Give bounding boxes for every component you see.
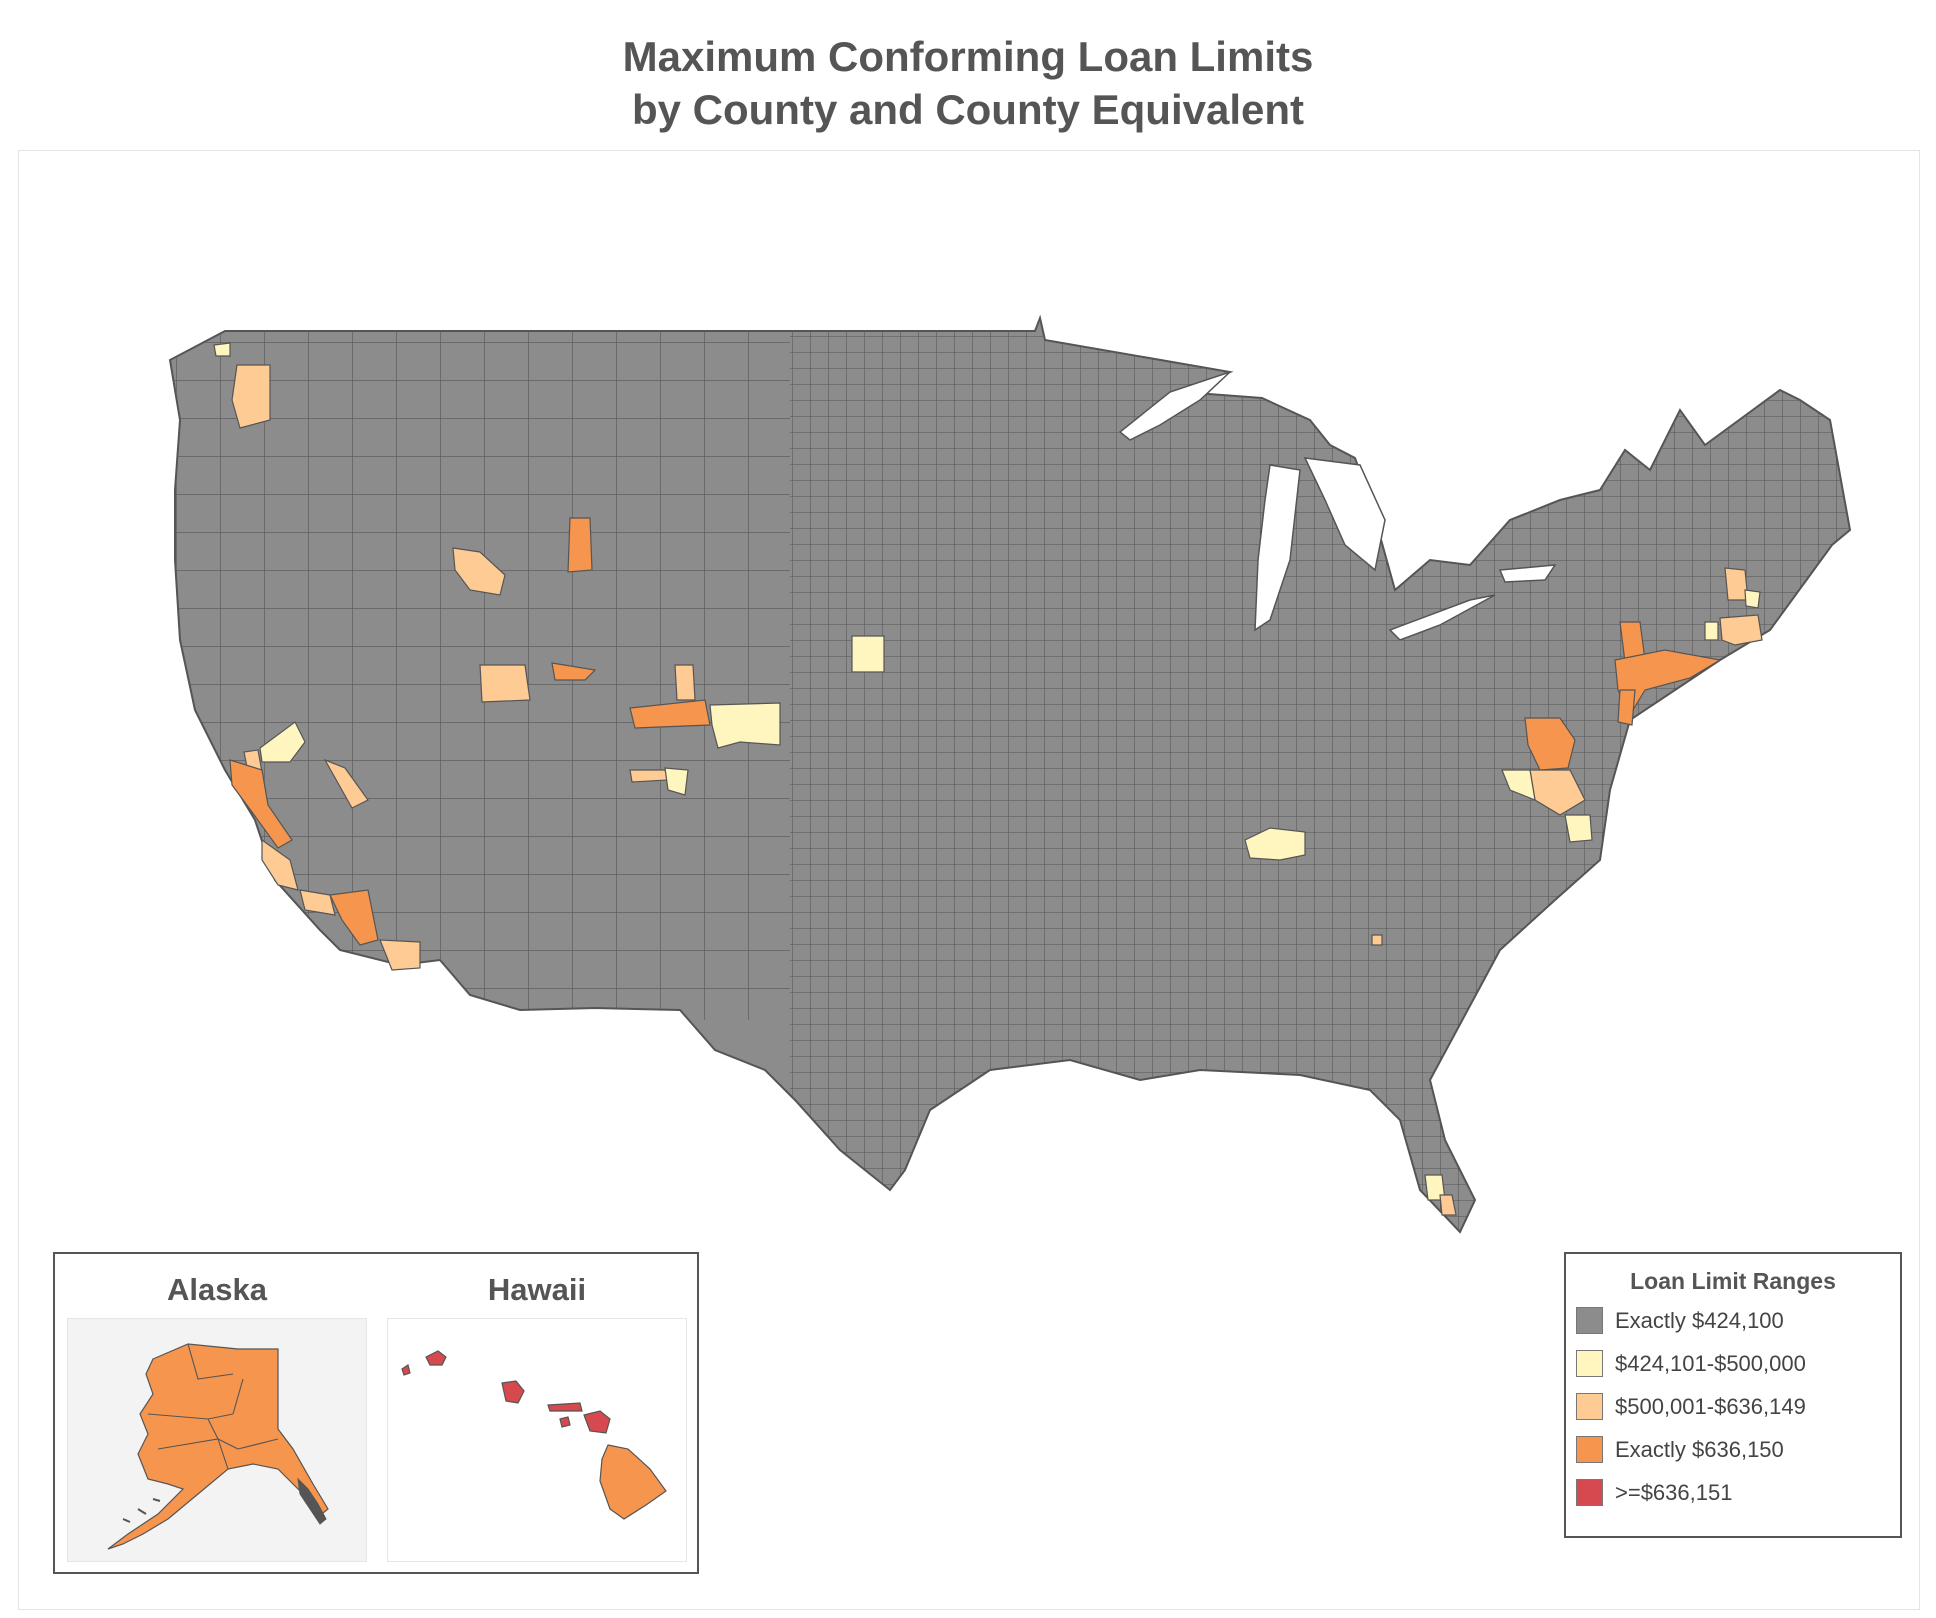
inset-panel-box: Alaska Hawaii [53, 1252, 699, 1574]
alaska-shape [107, 1343, 329, 1550]
legend-swatch [1576, 1350, 1603, 1377]
alaska-panhandle [297, 1477, 327, 1525]
alaska-islands [122, 1498, 161, 1523]
legend-item: >=$636,151 [1576, 1471, 1896, 1514]
legend-swatch [1576, 1307, 1603, 1334]
alaska-inset-map [67, 1318, 367, 1562]
alaska-borough-lines [147, 1343, 279, 1470]
map-frame [18, 150, 1920, 1610]
big-island-hawaii [599, 1444, 667, 1520]
molokai-island [547, 1402, 583, 1412]
legend-label: $500,001-$636,149 [1615, 1393, 1806, 1419]
hawaii-inset-title: Hawaii [487, 1272, 587, 1307]
legend-item: $424,101-$500,000 [1576, 1342, 1896, 1385]
legend-item: $500,001-$636,149 [1576, 1385, 1896, 1428]
legend-swatch [1576, 1436, 1603, 1463]
alaska-inset-title: Alaska [167, 1272, 267, 1307]
legend-item: Exactly $636,150 [1576, 1428, 1896, 1471]
lanai-island [559, 1416, 571, 1428]
niihau-island [401, 1364, 411, 1376]
legend-swatch [1576, 1393, 1603, 1420]
chart-title-line-1: Maximum Conforming Loan Limits [622, 33, 1314, 80]
oahu-island [501, 1380, 525, 1404]
legend-swatch [1576, 1479, 1603, 1506]
kauai-island [425, 1350, 447, 1366]
legend-label: Exactly $636,150 [1615, 1436, 1784, 1462]
legend: Loan Limit Ranges Exactly $424,100 $424,… [1564, 1252, 1902, 1538]
legend-label: >=$636,151 [1615, 1479, 1733, 1505]
legend-title: Loan Limit Ranges [1630, 1268, 1836, 1294]
chart-title-line-2: by County and County Equivalent [631, 86, 1305, 133]
legend-items: Exactly $424,100 $424,101-$500,000 $500,… [1576, 1299, 1896, 1514]
legend-label: Exactly $424,100 [1615, 1307, 1784, 1333]
legend-label: $424,101-$500,000 [1615, 1350, 1806, 1376]
maui-island [583, 1410, 611, 1434]
hawaii-inset-map [387, 1318, 687, 1562]
chart-title: Maximum Conforming Loan Limits by County… [0, 30, 1936, 136]
legend-item: Exactly $424,100 [1576, 1299, 1896, 1342]
